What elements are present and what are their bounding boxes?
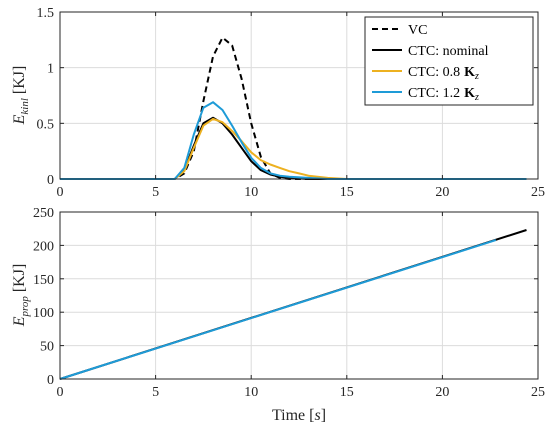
x-tick-label: 15 — [340, 185, 354, 200]
series-line-ctc-0-8-kz — [60, 117, 527, 180]
axes-frame-bottom — [59, 211, 539, 380]
x-tick-label: 0 — [57, 185, 64, 200]
x-tick-label: 5 — [152, 385, 159, 400]
y-tick-label: 250 — [33, 206, 54, 221]
y-axis-label-top: Ekinl[KJ] — [11, 66, 31, 126]
x-axis-label: Time [s] — [272, 407, 326, 424]
y-tick-label: 150 — [33, 273, 54, 288]
series-bottom — [59, 229, 527, 380]
series-line-ctc-nominal — [60, 116, 527, 180]
x-tick-label: 20 — [435, 385, 449, 400]
x-tick-label: 5 — [152, 185, 159, 200]
y-tick-label: 0 — [47, 173, 54, 188]
y-tick-label: 100 — [33, 306, 54, 321]
axes-frame-top — [59, 11, 539, 180]
series-line-ctc-1-2-kz — [60, 101, 527, 180]
legend-label-vc: VC — [408, 23, 427, 38]
grid-bottom — [59, 211, 539, 380]
x-tick-label: 10 — [244, 185, 258, 200]
series-line-ctc-1-2-kz — [59, 239, 497, 380]
x-tick-label: 0 — [57, 385, 64, 400]
y-tick-label: 50 — [40, 340, 54, 355]
x-tick-label: 15 — [340, 385, 354, 400]
y-tick-label: 1.5 — [37, 6, 55, 21]
y-tick-label: 0 — [47, 373, 54, 388]
legend-label-08kz: CTC: 0.8 Kz — [408, 65, 479, 82]
y-axis-label-bottom: Eprop[KJ] — [11, 264, 31, 328]
x-tick-label: 10 — [244, 385, 258, 400]
legend-label-nominal: CTC: nominal — [408, 44, 489, 59]
x-tick-label: 20 — [435, 185, 449, 200]
x-tick-label: 25 — [531, 385, 545, 400]
kinetic-energy-panel: 0 5 10 15 20 25 0 0.5 1 1.5 Ekinl[KJ] VC CTC: nom… — [11, 6, 545, 200]
legend: VC CTC: nominal CTC: 0.8 Kz CTC: 1.2 Kz — [364, 16, 534, 106]
ticks-top: 0 5 10 15 20 25 0 0.5 1 1.5 — [37, 6, 546, 200]
y-tick-label: 0.5 — [37, 117, 55, 132]
series-top — [60, 36, 527, 180]
legend-label-12kz: CTC: 1.2 Kz — [408, 86, 479, 103]
legend-box — [364, 16, 534, 106]
y-tick-label: 1 — [47, 62, 54, 77]
x-tick-label: 25 — [531, 185, 545, 200]
y-tick-label: 200 — [33, 239, 54, 254]
